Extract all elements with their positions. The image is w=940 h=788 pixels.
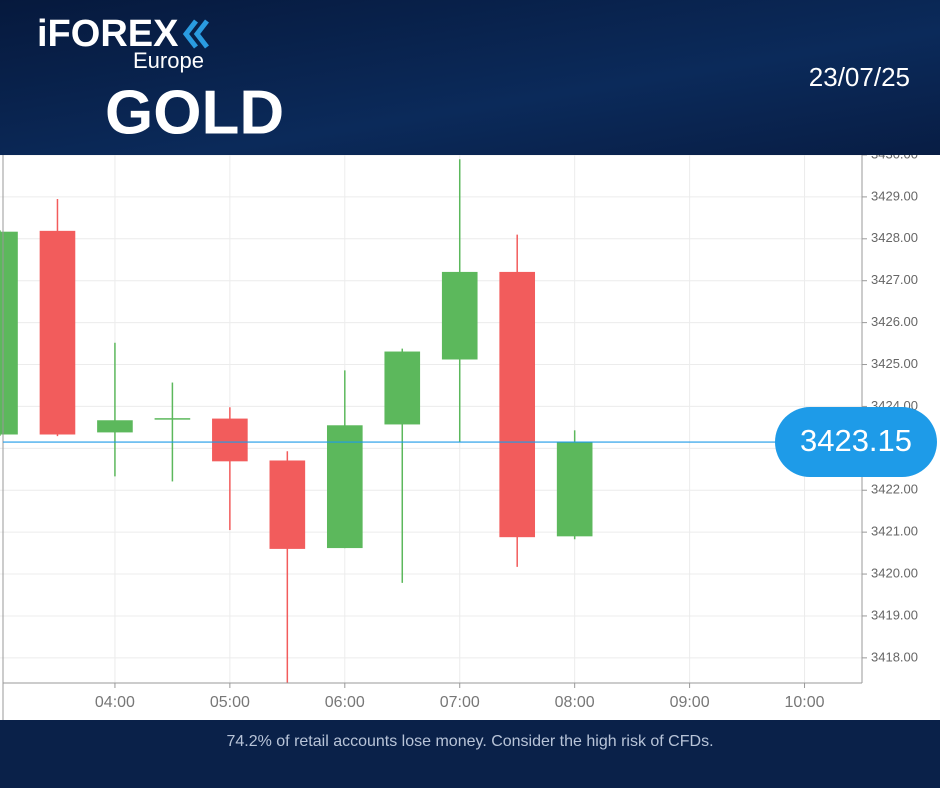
x-tick-label: 08:00 — [555, 694, 595, 711]
candle-body — [0, 231, 18, 435]
y-tick-label: 3425.00 — [871, 356, 918, 371]
candle-body — [154, 418, 191, 420]
y-tick-label: 3426.00 — [871, 314, 918, 329]
y-tick-label: 3421.00 — [871, 524, 918, 539]
y-tick-label: 3427.00 — [871, 272, 918, 287]
candle-body — [39, 230, 76, 435]
footer — [0, 720, 940, 788]
y-tick-label: 3420.00 — [871, 565, 918, 580]
y-tick-label: 3428.00 — [871, 230, 918, 245]
price-badge — [775, 407, 937, 478]
x-tick-label: 10:00 — [785, 694, 825, 711]
disclaimer: 74.2% of retail accounts lose money. Con… — [226, 733, 713, 750]
x-tick-label: 06:00 — [325, 694, 365, 711]
candle-body — [212, 418, 248, 462]
y-tick-label: 3422.00 — [871, 482, 918, 497]
candle-body — [499, 271, 536, 538]
candle-body — [269, 460, 306, 549]
brand-chevrons — [182, 19, 209, 49]
candle-body — [326, 425, 363, 549]
candle-body — [441, 271, 478, 360]
axes: 3418.00 3419.00 3420.00 3421.00 3422.00 3423.… — [2, 146, 937, 720]
x-tick-label: 07:00 — [440, 694, 480, 711]
header — [0, 0, 940, 155]
x-tick-label: 09:00 — [670, 694, 710, 711]
region: Europe — [133, 48, 204, 73]
date: 23/07/25 — [809, 62, 910, 92]
candle-body — [384, 351, 421, 425]
plot — [0, 159, 593, 683]
brand: iFOREX — [37, 13, 179, 55]
candle-body — [97, 420, 133, 433]
x-tick-label: 05:00 — [210, 694, 250, 711]
chart-title: GOLD — [105, 78, 284, 147]
y-tick-label: 3418.00 — [871, 649, 918, 664]
x-tick-label: 04:00 — [95, 694, 135, 711]
candle-body — [556, 442, 593, 537]
y-tick-label: 3419.00 — [871, 607, 918, 622]
y-tick-label: 3429.00 — [871, 188, 918, 203]
price-label: 3423.15 — [800, 423, 912, 458]
